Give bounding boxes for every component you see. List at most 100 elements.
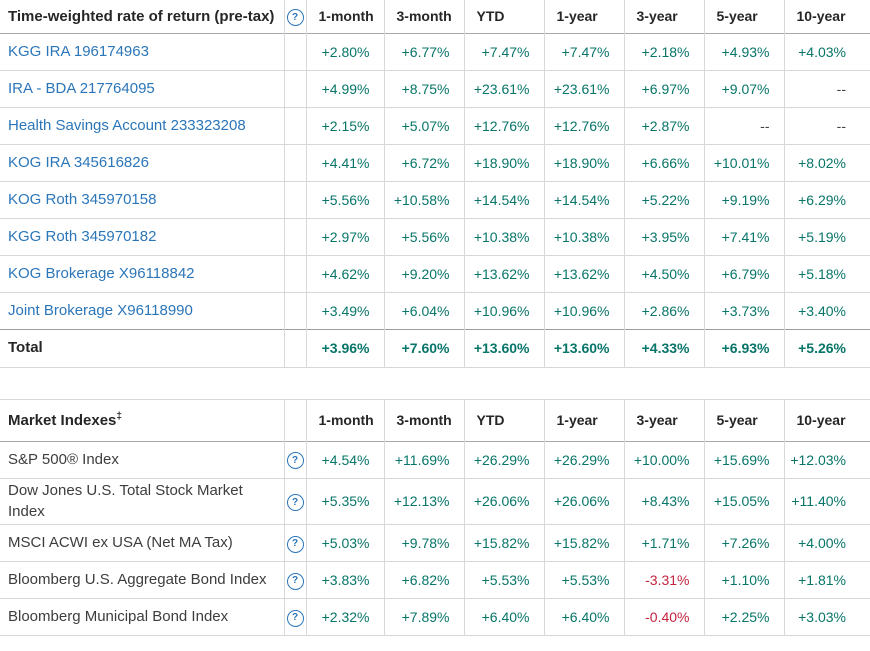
return-value: +6.93% [703, 329, 784, 367]
column-header-1-month: 1-month [305, 399, 384, 441]
returns-table-title: Time-weighted rate of return (pre-tax) [0, 0, 284, 33]
return-value: +2.97% [305, 218, 384, 255]
account-link[interactable]: KOG IRA 345616826 [8, 153, 149, 171]
total-row: Total +3.96% +7.60% +13.60% +13.60% +4.33% +6.… [0, 329, 870, 367]
account-link[interactable]: KOG Roth 345970158 [8, 190, 157, 208]
return-value: +5.22% [623, 181, 704, 218]
return-value: +14.54% [463, 181, 544, 218]
return-value: +10.00% [623, 441, 704, 478]
help-icon[interactable]: ? [286, 535, 304, 553]
return-value: +2.18% [623, 33, 704, 70]
returns-table: Time-weighted rate of return (pre-tax) ?… [0, 0, 870, 367]
double-dagger-footnote: ‡ [116, 410, 122, 422]
return-value: +8.75% [383, 70, 464, 107]
return-value: +6.66% [623, 144, 704, 181]
return-value: +4.99% [305, 70, 384, 107]
column-header-3-year: 3-year [623, 399, 704, 441]
index-row: S&P 500® Index? +4.54% +11.69% +26.29% +26.2… [0, 441, 870, 478]
column-header-ytd: YTD [463, 0, 544, 33]
account-link[interactable]: KGG IRA 196174963 [8, 42, 149, 60]
spacer-cell [283, 218, 306, 255]
index-name: Dow Jones U.S. Total Stock Market Index [8, 481, 243, 521]
return-value: +6.79% [703, 255, 784, 292]
help-icon[interactable]: ? [286, 452, 304, 470]
return-value: +9.78% [383, 524, 464, 562]
column-header-5-year: 5-year [703, 0, 784, 33]
index-help-cell: ? [283, 561, 306, 599]
return-value: +18.90% [463, 144, 544, 181]
spacer-cell [283, 107, 306, 144]
account-name-cell: KOG Roth 345970158 [0, 181, 284, 218]
return-value: +26.29% [463, 441, 544, 478]
return-value: +5.26% [783, 329, 870, 367]
account-link[interactable]: IRA - BDA 217764095 [8, 79, 155, 97]
spacer-cell [283, 292, 306, 329]
account-link[interactable]: KOG Brokerage X96118842 [8, 264, 195, 282]
index-row: Bloomberg Municipal Bond Index? +2.32% +7.… [0, 598, 870, 636]
return-value: +5.19% [783, 218, 870, 255]
return-value: +10.96% [543, 292, 624, 329]
return-value: +8.02% [783, 144, 870, 181]
column-header-1-year: 1-year [543, 0, 624, 33]
return-value: +2.80% [305, 33, 384, 70]
help-icon[interactable]: ? [286, 494, 304, 511]
column-header-10-year: 10-year [783, 399, 870, 441]
return-value: +11.69% [383, 441, 464, 478]
help-icon[interactable]: ? [286, 609, 304, 627]
return-value: +8.43% [623, 478, 704, 525]
column-header-3-month: 3-month [383, 399, 464, 441]
returns-help-cell: ? [283, 0, 306, 33]
column-header-5-year: 5-year [703, 399, 784, 441]
return-value: +9.20% [383, 255, 464, 292]
return-value: -3.31% [623, 561, 704, 599]
return-value: +2.87% [623, 107, 704, 144]
index-help-cell: ? [283, 598, 306, 636]
return-value: +6.29% [783, 181, 870, 218]
return-value: +10.96% [463, 292, 544, 329]
help-icon[interactable]: ? [286, 572, 304, 590]
return-value: +12.76% [543, 107, 624, 144]
return-value: +12.03% [783, 441, 870, 478]
return-value: +5.03% [305, 524, 384, 562]
account-link[interactable]: KGG Roth 345970182 [8, 227, 157, 245]
return-value: +4.54% [305, 441, 384, 478]
return-value: +4.50% [623, 255, 704, 292]
return-value: +26.29% [543, 441, 624, 478]
column-header-10-year: 10-year [783, 0, 870, 33]
return-value: +1.10% [703, 561, 784, 599]
market-indexes-header: Market Indexes‡ 1-month 3-month YTD 1-ye… [0, 399, 870, 441]
return-value: +7.41% [703, 218, 784, 255]
return-value: +7.60% [383, 329, 464, 367]
return-value: +6.04% [383, 292, 464, 329]
return-value: +13.60% [543, 329, 624, 367]
index-name: MSCI ACWI ex USA (Net MA Tax) [8, 534, 233, 552]
account-link[interactable]: Joint Brokerage X96118990 [8, 301, 193, 319]
return-value: +6.40% [463, 598, 544, 636]
return-value: +2.32% [305, 598, 384, 636]
return-value: +7.47% [543, 33, 624, 70]
return-value: -- [783, 107, 870, 144]
return-value: +6.77% [383, 33, 464, 70]
return-value: +23.61% [543, 70, 624, 107]
return-value: +6.82% [383, 561, 464, 599]
help-icon[interactable]: ? [286, 9, 304, 26]
total-label: Total [8, 339, 43, 357]
return-value: +15.05% [703, 478, 784, 525]
index-name: S&P 500® Index [8, 450, 119, 468]
return-value: +4.62% [305, 255, 384, 292]
return-value: +12.13% [383, 478, 464, 525]
spacer-cell [283, 144, 306, 181]
market-indexes-table: Market Indexes‡ 1-month 3-month YTD 1-ye… [0, 399, 870, 637]
return-value: +26.06% [463, 478, 544, 525]
return-value: +2.25% [703, 598, 784, 636]
return-value: +15.69% [703, 441, 784, 478]
spacer-cell [283, 329, 306, 367]
return-value: +10.58% [383, 181, 464, 218]
return-value: +1.71% [623, 524, 704, 562]
return-value: +4.00% [783, 524, 870, 562]
account-name-cell: Health Savings Account 233323208 [0, 107, 284, 144]
column-header-3-year: 3-year [623, 0, 704, 33]
return-value: +5.53% [543, 561, 624, 599]
account-link[interactable]: Health Savings Account 233323208 [8, 116, 246, 134]
index-name: Bloomberg U.S. Aggregate Bond Index [8, 571, 267, 589]
